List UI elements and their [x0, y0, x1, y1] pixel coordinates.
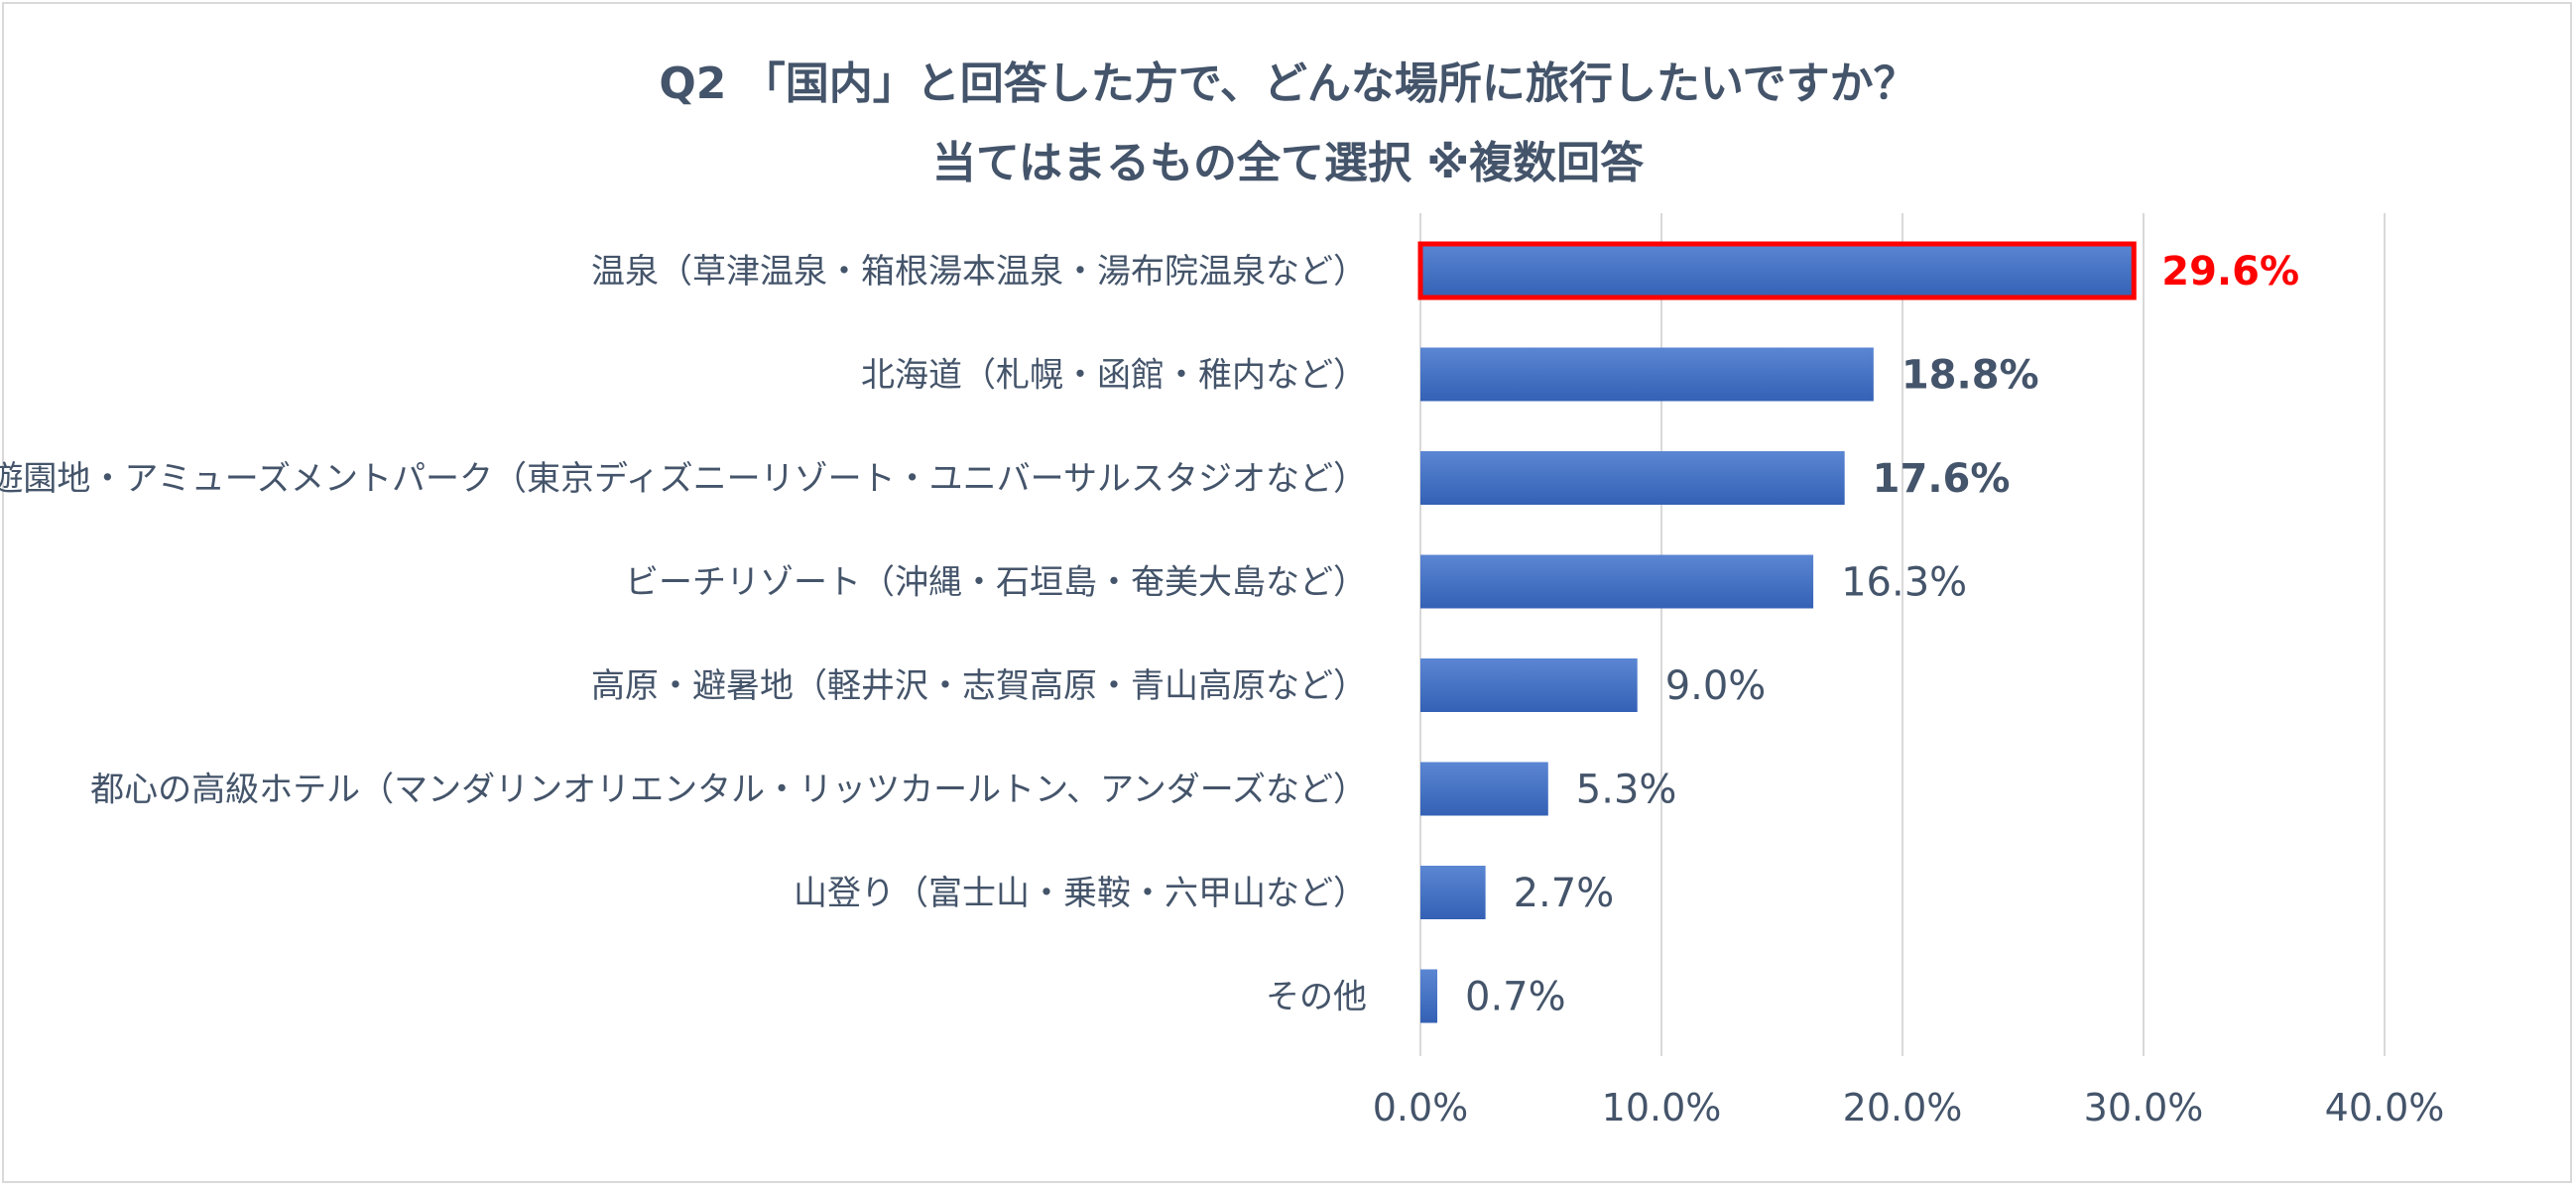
bar	[1420, 866, 1486, 919]
x-tick-label: 30.0%	[2084, 1086, 2204, 1129]
value-label: 9.0%	[1665, 663, 1767, 709]
bar	[1420, 658, 1638, 712]
chart-title: Q2 「国内」と回答した方で、どんな場所に旅行したいですか？	[659, 59, 1917, 109]
bar	[1420, 762, 1548, 816]
bar-highlighted	[1417, 241, 2137, 300]
value-label: 0.7%	[1465, 975, 1566, 1020]
category-label: 都心の高級ホテル（マンダリンオリエンタル・リッツカールトン、アンダーズなど）	[90, 771, 1367, 810]
category-label: 山登り（富士山・乗鞍・六甲山など）	[794, 874, 1367, 913]
bars	[1417, 241, 2137, 1023]
value-label: 29.6%	[2161, 249, 2299, 295]
bar	[1420, 554, 1814, 609]
bar	[1420, 451, 1845, 505]
x-tick-label: 0.0%	[1373, 1086, 1469, 1129]
value-label: 17.6%	[1873, 456, 2011, 502]
value-label: 5.3%	[1576, 768, 1677, 813]
value-label: 16.3%	[1841, 560, 1967, 606]
labels: 0.0% 10.0% 20.0% 30.0% 40.0% 温泉（草津温泉・箱根湯本温泉・湯…	[0, 249, 2444, 1129]
value-label: 2.7%	[1514, 871, 1615, 916]
bar	[1420, 347, 1874, 402]
x-tick-label: 20.0%	[1843, 1086, 1963, 1129]
x-tick-label: 10.0%	[1602, 1086, 1722, 1129]
x-tick-label: 40.0%	[2325, 1086, 2445, 1129]
chart-subtitle: 当てはまるもの全て選択 ※複数回答	[931, 138, 1645, 188]
bar	[1420, 969, 1438, 1023]
category-label: その他	[1266, 978, 1367, 1017]
gridlines	[1419, 213, 2386, 1056]
category-label: 温泉（草津温泉・箱根湯本温泉・湯布院温泉など）	[591, 252, 1367, 292]
category-label: 北海道（札幌・函館・稚内など）	[861, 356, 1367, 396]
value-label: 18.8%	[1901, 353, 2039, 399]
category-label: 遊園地・アミューズメントパーク（東京ディズニーリゾート・ユニバーサルスタジオなど…	[0, 459, 1367, 499]
category-label: ビーチリゾート（沖縄・石垣島・奄美大島など）	[625, 563, 1367, 603]
category-label: 高原・避暑地（軽井沢・志賀高原・青山高原など）	[591, 666, 1367, 706]
